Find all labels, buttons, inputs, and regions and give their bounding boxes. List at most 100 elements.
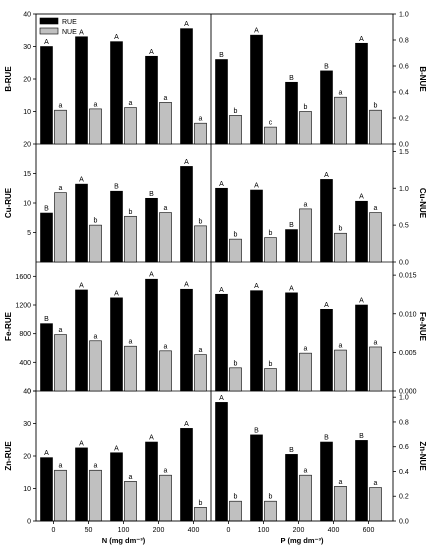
significance-letter: c <box>269 120 273 127</box>
significance-letter: A <box>359 36 364 43</box>
significance-letter: a <box>94 333 98 340</box>
significance-letter: b <box>374 103 378 110</box>
significance-letter: a <box>199 116 203 123</box>
legend-swatch <box>39 17 59 25</box>
y-right-tick-label: 0.4 <box>399 90 409 97</box>
y-left-tick-label: 20 <box>23 77 31 84</box>
significance-letter: B <box>44 316 49 323</box>
nue-bar <box>264 368 277 392</box>
significance-letter: b <box>339 226 343 233</box>
significance-letter: B <box>324 63 329 70</box>
rue-bar <box>180 28 193 145</box>
significance-letter: B <box>114 184 119 191</box>
rue-bar <box>320 70 333 145</box>
significance-letter: A <box>219 287 224 294</box>
y-right-tick-label: 0.0 <box>399 260 409 267</box>
significance-letter: B <box>219 52 224 59</box>
y-left-tick-label: 400 <box>19 360 31 367</box>
nue-bar <box>159 212 172 263</box>
rue-bar <box>215 59 228 145</box>
significance-letter: a <box>164 205 168 212</box>
nue-bar <box>194 225 207 263</box>
significance-letter: B <box>44 206 49 213</box>
nue-bar <box>194 122 207 145</box>
rue-bar <box>75 289 88 392</box>
significance-letter: A <box>79 177 84 184</box>
significance-letter: A <box>254 28 259 35</box>
rue-bar <box>250 434 263 522</box>
significance-letter: A <box>114 34 119 41</box>
rue-bar <box>75 183 88 263</box>
nue-bar <box>124 107 137 145</box>
y-left-tick-label: 5 <box>27 230 31 237</box>
x-axis-label: N (mg dm⁻³) <box>102 536 146 545</box>
nue-bar <box>369 346 382 392</box>
significance-letter: A <box>219 181 224 188</box>
significance-letter: a <box>59 103 63 110</box>
x-tick-label: 400 <box>328 527 340 534</box>
y-left-tick-label: 40 <box>23 389 31 396</box>
nue-bar <box>194 354 207 392</box>
nue-bar <box>299 111 312 145</box>
rue-bar <box>215 293 228 392</box>
rue-bar <box>215 187 228 263</box>
nue-bar <box>229 238 242 263</box>
legend-swatch <box>39 27 59 35</box>
significance-letter: B <box>149 191 154 198</box>
x-tick-label: 600 <box>363 527 375 534</box>
x-axis-label: P (mg dm⁻³) <box>281 536 324 545</box>
nue-bar <box>159 474 172 522</box>
significance-letter: A <box>79 29 84 36</box>
significance-letter: b <box>129 209 133 216</box>
rue-bar <box>320 308 333 392</box>
y-left-axis-label: Fe-RUE <box>4 311 13 341</box>
significance-letter: B <box>289 75 294 82</box>
rue-bar <box>250 34 263 145</box>
rue-bar <box>75 447 88 522</box>
rue-bar <box>145 278 158 392</box>
rue-bar <box>110 41 123 145</box>
nue-bar <box>334 486 347 522</box>
significance-letter: a <box>94 101 98 108</box>
nue-bar <box>369 109 382 145</box>
x-tick-label: 50 <box>85 527 93 534</box>
x-tick-label: 100 <box>258 527 270 534</box>
nue-bar <box>369 487 382 522</box>
nue-bar <box>124 481 137 522</box>
y-left-tick-label: 10 <box>23 486 31 493</box>
rue-bar <box>110 190 123 263</box>
significance-letter: A <box>114 290 119 297</box>
y-right-axis-label: Fe-NUE <box>418 312 427 342</box>
y-right-tick-label: 0.2 <box>399 116 409 123</box>
significance-letter: A <box>149 49 154 56</box>
y-left-axis-label: Cu-RUE <box>4 187 13 218</box>
x-tick-label: 200 <box>293 527 305 534</box>
nue-bar <box>124 215 137 263</box>
rue-bar <box>250 189 263 263</box>
nue-bar <box>54 334 67 392</box>
nue-bar <box>264 237 277 263</box>
significance-letter: B <box>289 222 294 229</box>
y-right-tick-label: 0.0 <box>399 519 409 526</box>
significance-letter: A <box>44 39 49 46</box>
y-right-tick-label: 0.015 <box>399 273 417 280</box>
y-left-tick-label: 30 <box>23 421 31 428</box>
y-right-tick-label: 0.4 <box>399 469 409 476</box>
y-left-tick-label: 10 <box>23 201 31 208</box>
nue-bar <box>229 367 242 392</box>
y-right-tick-label: 0.0 <box>399 142 409 149</box>
significance-letter: a <box>339 343 343 350</box>
legend-label: RUE <box>62 19 77 26</box>
significance-letter: b <box>269 361 273 368</box>
y-right-tick-label: 0.8 <box>399 419 409 426</box>
significance-letter: a <box>94 463 98 470</box>
y-right-tick-label: 0.2 <box>399 494 409 501</box>
significance-letter: a <box>59 185 63 192</box>
significance-letter: A <box>254 183 259 190</box>
y-right-tick-label: 1.0 <box>399 186 409 193</box>
x-tick-label: 100 <box>118 527 130 534</box>
significance-letter: B <box>254 427 259 434</box>
significance-letter: b <box>199 500 203 507</box>
y-right-axis-label: Cu-NUE <box>418 188 427 219</box>
